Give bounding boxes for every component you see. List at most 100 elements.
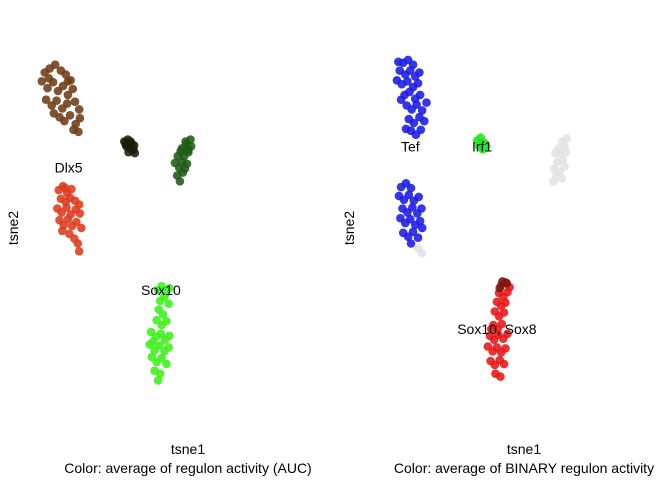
data-point bbox=[37, 77, 47, 86]
data-point bbox=[77, 223, 86, 233]
data-point bbox=[74, 247, 84, 256]
chart-subtitle: Color: average of BINARY regulon activit… bbox=[394, 460, 654, 476]
data-point bbox=[496, 372, 505, 381]
x-axis-label: tsne1 bbox=[171, 441, 205, 457]
data-point bbox=[75, 113, 85, 123]
data-point bbox=[495, 283, 504, 293]
data-point bbox=[394, 57, 403, 67]
data-point bbox=[415, 216, 425, 226]
data-point bbox=[129, 145, 138, 154]
data-point bbox=[63, 90, 73, 100]
data-point bbox=[503, 287, 512, 297]
data-point bbox=[416, 125, 426, 135]
data-point bbox=[181, 137, 190, 146]
data-point bbox=[560, 162, 569, 171]
data-point bbox=[503, 329, 512, 339]
data-point bbox=[67, 184, 76, 194]
data-point bbox=[415, 68, 424, 77]
data-point bbox=[155, 341, 164, 350]
data-point bbox=[561, 147, 571, 157]
data-point bbox=[72, 217, 81, 227]
data-point bbox=[408, 227, 418, 237]
cluster-annotation: Sox10, Sox8 bbox=[457, 321, 537, 337]
annotations-layer: Dlx5 Sox10 bbox=[55, 160, 181, 298]
data-point bbox=[164, 299, 173, 309]
data-point bbox=[487, 324, 496, 334]
data-point bbox=[175, 177, 185, 186]
data-point bbox=[74, 105, 84, 114]
data-point bbox=[73, 239, 83, 248]
annotations-layer: Tef Irf1 Sox10, Sox8 bbox=[401, 138, 537, 337]
data-point bbox=[170, 158, 180, 168]
points-layer bbox=[392, 55, 571, 381]
data-point bbox=[558, 155, 568, 165]
data-point bbox=[60, 116, 69, 126]
data-point bbox=[497, 319, 507, 329]
data-point bbox=[165, 331, 174, 341]
data-point bbox=[153, 376, 163, 385]
data-point bbox=[43, 83, 52, 93]
data-point bbox=[49, 109, 59, 118]
data-point bbox=[501, 344, 510, 353]
data-point bbox=[126, 137, 135, 146]
panel-auc: Dlx5 Sox10 tsne1 Color: average of regulo… bbox=[5, 60, 312, 476]
data-point bbox=[160, 292, 169, 302]
data-point bbox=[408, 203, 417, 212]
data-point bbox=[162, 316, 171, 326]
cluster-annotation: Dlx5 bbox=[55, 160, 83, 176]
data-point bbox=[69, 125, 78, 135]
data-point bbox=[68, 84, 78, 94]
data-point bbox=[562, 134, 571, 143]
data-point bbox=[157, 281, 166, 291]
data-point bbox=[501, 298, 510, 308]
data-point bbox=[176, 146, 185, 156]
data-point bbox=[186, 142, 196, 151]
data-point bbox=[406, 183, 416, 193]
data-point bbox=[404, 190, 414, 200]
data-point bbox=[422, 98, 431, 107]
data-point bbox=[62, 203, 71, 212]
data-point bbox=[148, 337, 158, 346]
data-point bbox=[63, 77, 73, 86]
data-point bbox=[557, 174, 566, 183]
data-point bbox=[396, 95, 406, 104]
data-point bbox=[499, 359, 509, 369]
data-point bbox=[41, 95, 51, 104]
data-point bbox=[164, 343, 173, 352]
data-point bbox=[403, 77, 412, 86]
x-axis-label: tsne1 bbox=[507, 441, 541, 457]
data-point bbox=[406, 239, 416, 248]
data-point bbox=[52, 96, 61, 105]
data-point bbox=[420, 116, 429, 126]
data-point bbox=[165, 283, 174, 293]
data-point bbox=[417, 223, 427, 233]
data-point bbox=[61, 70, 71, 79]
data-point bbox=[44, 74, 54, 83]
data-point bbox=[417, 204, 426, 213]
data-point bbox=[405, 87, 414, 97]
y-axis-label: tsne2 bbox=[341, 211, 357, 245]
data-point bbox=[406, 214, 415, 224]
data-point bbox=[58, 226, 67, 236]
data-point bbox=[75, 209, 85, 218]
data-point bbox=[157, 353, 166, 363]
data-point bbox=[155, 369, 165, 379]
data-point bbox=[409, 118, 419, 128]
data-point bbox=[65, 111, 75, 120]
data-point bbox=[180, 164, 190, 173]
data-point bbox=[482, 142, 491, 151]
data-point bbox=[406, 66, 415, 75]
data-point bbox=[413, 244, 423, 253]
data-point bbox=[502, 279, 512, 288]
cluster-annotation: Tef bbox=[401, 138, 420, 154]
cluster-annotation: Sox10 bbox=[141, 282, 181, 298]
chart-subtitle: Color: average of regulon activity (AUC) bbox=[64, 460, 311, 476]
data-point bbox=[413, 78, 423, 88]
y-axis-label: tsne2 bbox=[5, 211, 21, 245]
data-point bbox=[412, 100, 421, 109]
panel-binary: Tef Irf1 Sox10, Sox8 tsne1 Color: average … bbox=[341, 55, 654, 476]
data-point bbox=[415, 90, 425, 100]
data-point bbox=[401, 124, 411, 134]
data-point bbox=[162, 359, 171, 369]
